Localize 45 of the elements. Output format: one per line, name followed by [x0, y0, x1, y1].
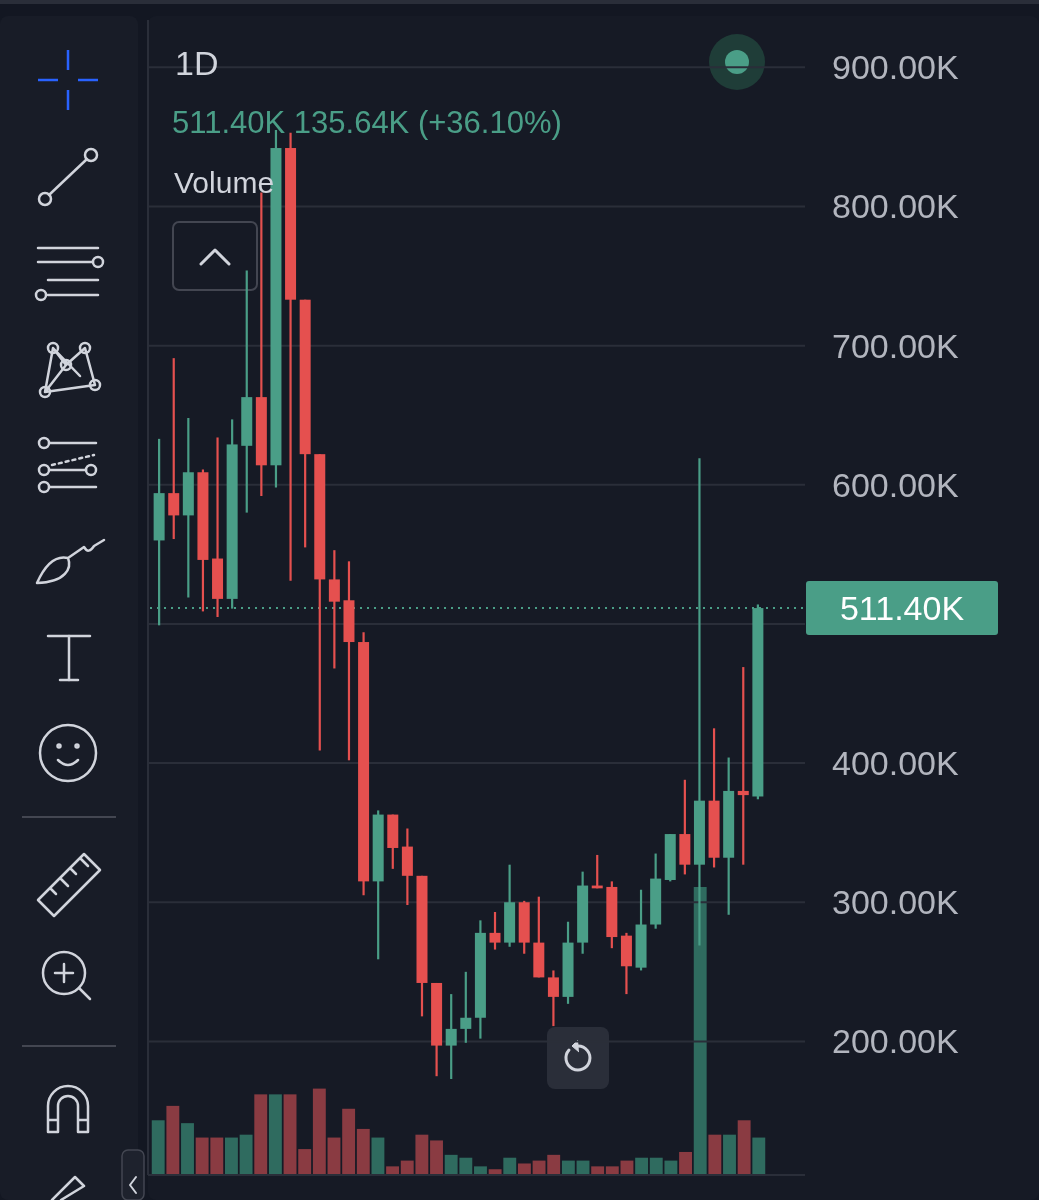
- text: 1D: [175, 44, 219, 82]
- bar: [752, 1137, 766, 1175]
- y-tick-label: 800.00K: [832, 187, 959, 226]
- bar: [635, 1157, 649, 1175]
- bar: [737, 1120, 751, 1175]
- bar: [268, 1094, 282, 1175]
- bar: [708, 1134, 722, 1175]
- y-tick-label: 400.00K: [832, 744, 959, 782]
- bar: [298, 1149, 312, 1175]
- candlestick: [547, 969, 559, 1028]
- candlestick: [445, 993, 457, 1081]
- bar: [679, 1151, 692, 1175]
- y-tick-label: 900.00K: [832, 48, 959, 87]
- candlestick: [460, 970, 472, 1044]
- bar: [693, 887, 707, 1175]
- bar: [371, 1137, 385, 1175]
- bar: [312, 1088, 326, 1175]
- bar: [605, 1166, 619, 1175]
- candlestick: [489, 910, 501, 951]
- candlestick: [328, 549, 340, 670]
- candlestick: [168, 357, 180, 541]
- bar: [386, 1166, 400, 1175]
- bar: [517, 1163, 531, 1175]
- bar: [503, 1157, 517, 1175]
- text: 511.40K 135.64K (+36.10%): [172, 105, 562, 140]
- candlestick: [737, 665, 749, 866]
- bar: [239, 1134, 253, 1175]
- ref-line-label: 511.40K: [839, 589, 965, 628]
- y-tick-label: 200.00K: [832, 1022, 959, 1061]
- bar: [181, 1123, 194, 1175]
- bar: [561, 1160, 575, 1175]
- bar: [723, 1134, 736, 1175]
- bar: [151, 1120, 165, 1175]
- bar: [342, 1108, 356, 1175]
- bar: [283, 1094, 297, 1175]
- bar: [430, 1140, 443, 1175]
- y-tick-label: 600.00K: [832, 465, 959, 504]
- bar: [225, 1137, 238, 1175]
- y-tick-label: 300.00K: [832, 883, 959, 922]
- bar: [356, 1128, 370, 1175]
- bar: [474, 1166, 487, 1175]
- bar: [166, 1105, 180, 1175]
- bar: [591, 1166, 605, 1175]
- bar: [254, 1094, 268, 1175]
- y-tick-label: 700.00K: [832, 326, 959, 365]
